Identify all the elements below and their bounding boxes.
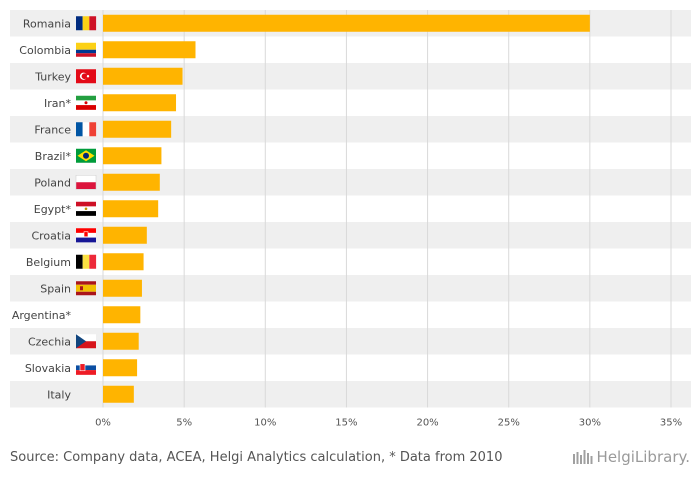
croatia-flag xyxy=(76,228,96,243)
iran-flag xyxy=(76,95,96,110)
brazil-flag xyxy=(76,148,96,163)
bar xyxy=(103,226,147,244)
bar xyxy=(103,147,162,165)
x-tick-label: 25% xyxy=(498,418,520,429)
category-label: Romania xyxy=(23,17,71,30)
bar xyxy=(103,67,183,85)
category-label: Egypt* xyxy=(34,203,72,216)
bar xyxy=(103,94,177,112)
category-label: France xyxy=(34,123,71,136)
category-label: Spain xyxy=(40,282,71,295)
bar xyxy=(103,332,139,350)
colombia-flag xyxy=(76,42,96,57)
bar xyxy=(103,120,172,138)
bar xyxy=(103,253,144,271)
category-label: Argentina* xyxy=(12,309,72,322)
source-note: Source: Company data, ACEA, Helgi Analyt… xyxy=(10,450,503,465)
romania-flag xyxy=(76,16,97,31)
x-tick-label: 5% xyxy=(176,418,192,429)
bar xyxy=(103,41,196,59)
bar xyxy=(103,359,138,377)
library-icon xyxy=(572,450,593,464)
category-label: Italy xyxy=(47,388,71,401)
category-label: Poland xyxy=(34,176,71,189)
turkey-flag xyxy=(76,69,96,84)
helgi-library-logo[interactable]: HelgiLibrary. xyxy=(572,448,690,466)
poland-flag xyxy=(75,175,97,190)
bar xyxy=(103,385,134,403)
x-tick-label: 0% xyxy=(95,418,111,429)
x-tick-label: 10% xyxy=(254,418,276,429)
category-label: Belgium xyxy=(26,256,71,269)
x-tick-label: 30% xyxy=(579,418,601,429)
category-label: Brazil* xyxy=(35,150,72,163)
bar-chart: 0% 5% 10% 15% 20% 25% 30% 35% Romania Colombia Tur… xyxy=(10,10,691,429)
egypt-flag xyxy=(76,201,96,216)
bar xyxy=(103,173,160,191)
slovakia-flag xyxy=(76,360,96,375)
bar xyxy=(103,279,142,297)
category-label: Croatia xyxy=(31,229,71,242)
category-label: Slovakia xyxy=(25,362,71,375)
category-label: Colombia xyxy=(19,44,71,57)
france-flag xyxy=(76,122,97,137)
spain-flag xyxy=(76,281,96,296)
x-tick-label: 35% xyxy=(660,418,682,429)
bar xyxy=(103,14,590,32)
x-tick-label: 15% xyxy=(335,418,357,429)
category-label: Iran* xyxy=(44,97,71,110)
czechia-flag xyxy=(76,334,96,349)
belgium-flag xyxy=(76,254,97,269)
bar xyxy=(103,306,141,324)
logo-text: HelgiLibrary. xyxy=(596,448,690,466)
bar xyxy=(103,200,159,218)
category-label: Turkey xyxy=(34,70,71,83)
category-label: Czechia xyxy=(28,335,71,348)
x-tick-label: 20% xyxy=(416,418,438,429)
